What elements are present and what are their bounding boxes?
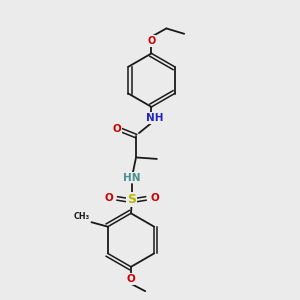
Text: O: O [104, 194, 113, 203]
Text: NH: NH [146, 113, 164, 123]
Text: O: O [150, 194, 159, 203]
Text: CH₃: CH₃ [74, 212, 90, 221]
Text: O: O [112, 124, 121, 134]
Text: O: O [127, 274, 135, 284]
Text: S: S [127, 194, 136, 206]
Text: HN: HN [123, 172, 140, 183]
Text: O: O [147, 36, 156, 46]
